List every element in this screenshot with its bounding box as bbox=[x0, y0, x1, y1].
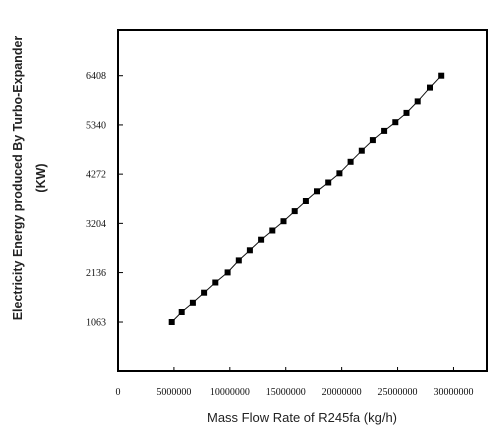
x-tick-label: 15000000 bbox=[266, 387, 306, 398]
x-tick-label: 20000000 bbox=[322, 387, 362, 398]
data-point bbox=[358, 147, 365, 154]
x-tick-label: 5000000 bbox=[156, 387, 191, 398]
y-tick-label: 2136 bbox=[86, 268, 106, 279]
y-tick-label: 6408 bbox=[86, 71, 106, 82]
data-point bbox=[427, 84, 433, 91]
y-axis-label-line1: Electricity Energy produced By Turbo-Exp… bbox=[11, 36, 25, 321]
data-point bbox=[381, 127, 388, 134]
data-point bbox=[336, 170, 343, 177]
x-tick-label: 0 bbox=[116, 387, 121, 398]
plot-frame bbox=[117, 29, 488, 372]
data-point bbox=[212, 279, 219, 286]
data-point bbox=[178, 309, 185, 315]
data-point bbox=[347, 158, 354, 165]
x-tick-label: 30000000 bbox=[433, 387, 473, 398]
data-point bbox=[224, 269, 231, 276]
y-tick-label: 3204 bbox=[86, 219, 106, 230]
y-axis-label-line2: (KW) bbox=[34, 163, 48, 192]
data-point bbox=[189, 299, 196, 306]
x-axis-label: Mass Flow Rate of R245fa (kg/h) bbox=[207, 410, 397, 425]
data-point bbox=[291, 208, 298, 215]
data-point bbox=[414, 98, 421, 105]
data-point bbox=[168, 319, 175, 325]
data-point bbox=[392, 119, 399, 126]
data-point bbox=[438, 72, 445, 79]
data-point bbox=[269, 227, 276, 234]
y-tick-label: 1063 bbox=[86, 318, 106, 329]
x-tick-label: 25000000 bbox=[378, 387, 418, 398]
x-tick-label: 10000000 bbox=[210, 387, 250, 398]
y-tick-label: 4272 bbox=[86, 170, 106, 181]
x-axis-ticks: 0 5000000 10000000 15000000 20000000 25000000… bbox=[116, 367, 473, 398]
data-point bbox=[314, 188, 320, 195]
y-tick-label: 5340 bbox=[86, 120, 106, 131]
data-point bbox=[369, 137, 376, 144]
series-markers bbox=[168, 72, 445, 325]
data-point bbox=[280, 218, 287, 225]
data-point bbox=[246, 247, 253, 254]
data-point bbox=[201, 289, 208, 296]
data-point bbox=[325, 179, 332, 186]
data-point bbox=[258, 236, 265, 243]
data-point bbox=[235, 257, 242, 264]
data-point bbox=[403, 109, 410, 116]
y-axis-ticks: 1063 2136 3204 4272 5340 6408 bbox=[86, 71, 123, 329]
data-point bbox=[302, 198, 309, 204]
